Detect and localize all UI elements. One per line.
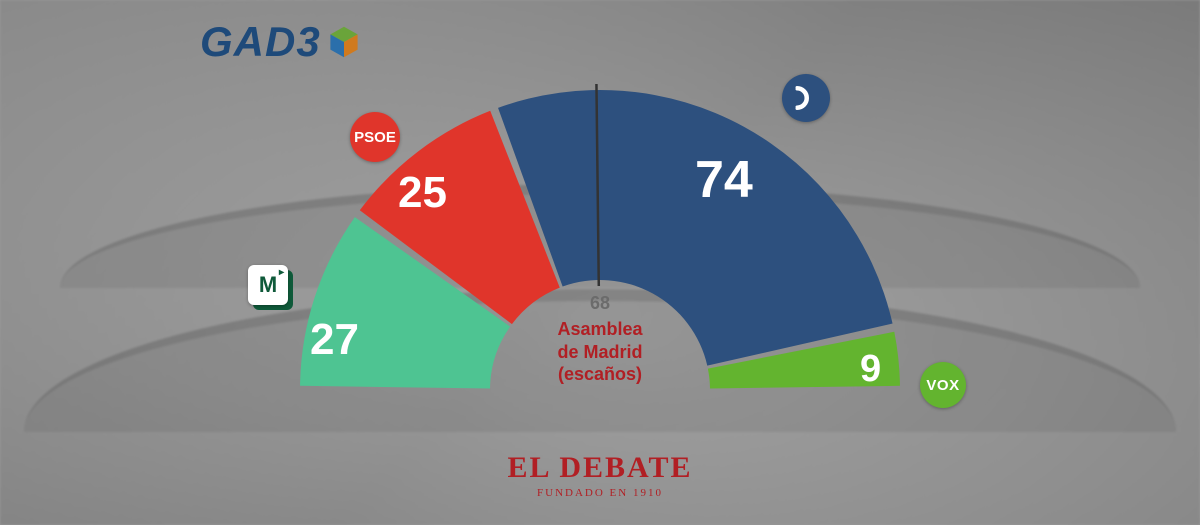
publisher-logo: EL DEBATE FUNDADO EN 1910 bbox=[507, 451, 692, 499]
majority-number: 68 bbox=[590, 292, 610, 315]
vox-icon: VOX bbox=[920, 362, 966, 408]
seat-count-mas-madrid: 27 bbox=[310, 315, 359, 365]
seat-count-vox: 9 bbox=[860, 348, 881, 391]
seat-count-psoe: 25 bbox=[398, 168, 447, 218]
source-logo-text: GAD3 bbox=[200, 18, 321, 66]
gad3-cube-icon bbox=[327, 25, 361, 59]
seat-chart: 68 Asamblea de Madrid (escaños) 27 25 74… bbox=[220, 60, 980, 480]
half-donut-svg bbox=[220, 60, 980, 480]
seat-count-pp: 74 bbox=[695, 150, 753, 210]
center-title: Asamblea de Madrid (escaños) bbox=[557, 318, 642, 386]
pp-icon bbox=[782, 74, 830, 122]
mas-madrid-icon: M ▸ bbox=[248, 265, 288, 305]
source-logo: GAD3 bbox=[200, 18, 361, 66]
psoe-icon: PSOE bbox=[350, 112, 400, 162]
